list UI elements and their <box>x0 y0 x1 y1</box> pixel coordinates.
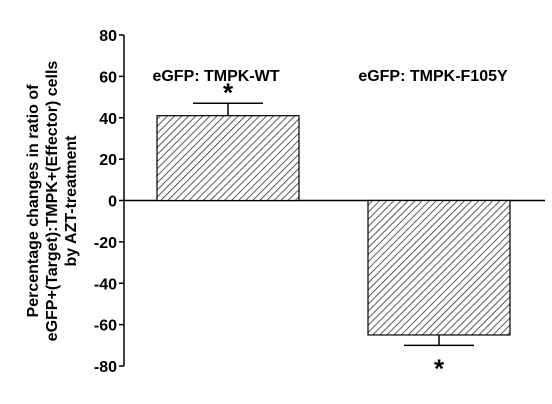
y-tick-label: -80 <box>94 359 117 376</box>
y-axis-title-line: eGFP+(Target):TMPK+(Effector) cells <box>44 61 61 342</box>
significance-marker: * <box>434 353 445 383</box>
y-axis-title-line: Percentage changes in ratio of <box>25 84 42 318</box>
category-label: eGFP: TMPK-F105Y <box>358 68 508 85</box>
y-axis-title-line: by AZT-treatment <box>63 135 80 267</box>
y-axis-title: Percentage changes in ratio of eGFP+(Tar… <box>25 61 80 342</box>
error-bar <box>193 102 263 116</box>
y-tick-label: 80 <box>99 28 117 45</box>
error-bar <box>404 334 474 347</box>
significance-marker: * <box>223 77 234 107</box>
y-tick-label: 20 <box>99 152 117 169</box>
y-tick-label: -40 <box>94 276 117 293</box>
bar <box>156 115 300 202</box>
y-tick-label: 0 <box>108 194 117 211</box>
y-tick-label: 40 <box>99 111 117 128</box>
y-tick-label: -20 <box>94 235 117 252</box>
bar <box>367 199 511 336</box>
category-label: eGFP: TMPK-WT <box>152 68 279 85</box>
y-tick-label: 60 <box>99 69 117 86</box>
y-tick-label: -60 <box>94 318 117 335</box>
